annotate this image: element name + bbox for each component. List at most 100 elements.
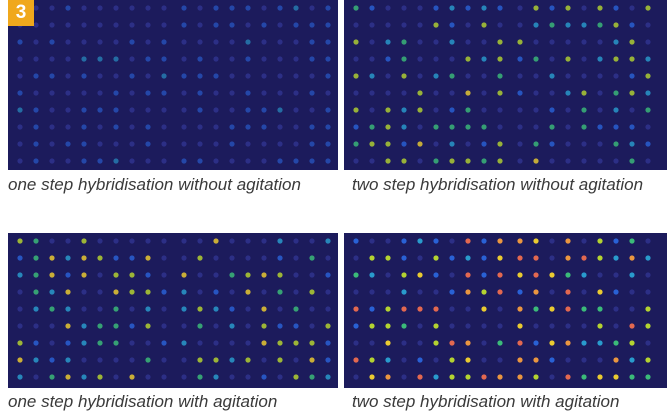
spot <box>65 238 70 243</box>
spot <box>213 141 218 146</box>
spot <box>213 90 218 95</box>
spot <box>145 158 150 163</box>
spot <box>97 323 102 328</box>
spot <box>309 141 314 146</box>
spot <box>309 124 314 129</box>
spot <box>49 73 54 78</box>
spot <box>433 90 438 95</box>
spot <box>197 238 202 243</box>
spot <box>385 90 390 95</box>
spot <box>325 56 330 61</box>
spot <box>145 5 150 10</box>
spot <box>49 141 54 146</box>
spot <box>65 306 70 311</box>
spot <box>597 141 602 146</box>
spot <box>197 124 202 129</box>
spot <box>433 238 438 243</box>
spot <box>385 73 390 78</box>
spot <box>245 90 250 95</box>
spot <box>449 73 454 78</box>
spot <box>33 306 38 311</box>
spot <box>565 124 570 129</box>
spot <box>353 323 358 328</box>
spot <box>129 374 134 379</box>
spot <box>197 73 202 78</box>
spot <box>33 272 38 277</box>
spot <box>465 272 470 277</box>
spot <box>277 238 282 243</box>
spot <box>277 306 282 311</box>
spots <box>8 233 338 388</box>
caption: two step hybridisation with agitation <box>352 391 667 413</box>
spot <box>17 238 22 243</box>
spot <box>277 272 282 277</box>
spot <box>65 272 70 277</box>
spot <box>97 289 102 294</box>
spot <box>417 238 422 243</box>
spot <box>417 73 422 78</box>
spot <box>229 255 234 260</box>
spot <box>17 306 22 311</box>
spot <box>229 272 234 277</box>
spot <box>309 158 314 163</box>
spot <box>613 238 618 243</box>
spot <box>565 357 570 362</box>
spot <box>597 124 602 129</box>
spot <box>81 22 86 27</box>
spot <box>245 158 250 163</box>
spot <box>629 255 634 260</box>
spot <box>481 255 486 260</box>
spot <box>465 255 470 260</box>
spot <box>385 39 390 44</box>
spot <box>517 73 522 78</box>
spot <box>385 238 390 243</box>
spot <box>465 340 470 345</box>
spot <box>481 107 486 112</box>
spot <box>49 323 54 328</box>
spot <box>261 323 266 328</box>
spot <box>629 56 634 61</box>
spot <box>353 22 358 27</box>
spot <box>277 374 282 379</box>
spot <box>353 306 358 311</box>
spot <box>81 289 86 294</box>
spot <box>129 340 134 345</box>
spot <box>49 289 54 294</box>
spot <box>401 340 406 345</box>
spot <box>113 289 118 294</box>
spots <box>8 0 338 170</box>
spot <box>613 357 618 362</box>
spot <box>549 255 554 260</box>
spot <box>293 124 298 129</box>
spot <box>401 56 406 61</box>
spot <box>309 255 314 260</box>
spot <box>33 323 38 328</box>
spot <box>49 5 54 10</box>
spot <box>245 289 250 294</box>
spot <box>129 272 134 277</box>
spot <box>197 255 202 260</box>
spot <box>369 272 374 277</box>
spot <box>17 255 22 260</box>
spot <box>401 255 406 260</box>
spots <box>344 233 667 388</box>
spot <box>245 107 250 112</box>
spot <box>325 289 330 294</box>
spot <box>369 374 374 379</box>
spot <box>613 56 618 61</box>
spot <box>145 90 150 95</box>
spot <box>293 5 298 10</box>
spot <box>597 158 602 163</box>
spot <box>581 272 586 277</box>
spot <box>229 39 234 44</box>
spot <box>549 141 554 146</box>
spot <box>113 56 118 61</box>
spot <box>385 323 390 328</box>
spot <box>353 124 358 129</box>
spot <box>129 22 134 27</box>
spot <box>261 238 266 243</box>
spot <box>417 5 422 10</box>
spot <box>161 374 166 379</box>
spot <box>385 306 390 311</box>
spot <box>229 124 234 129</box>
